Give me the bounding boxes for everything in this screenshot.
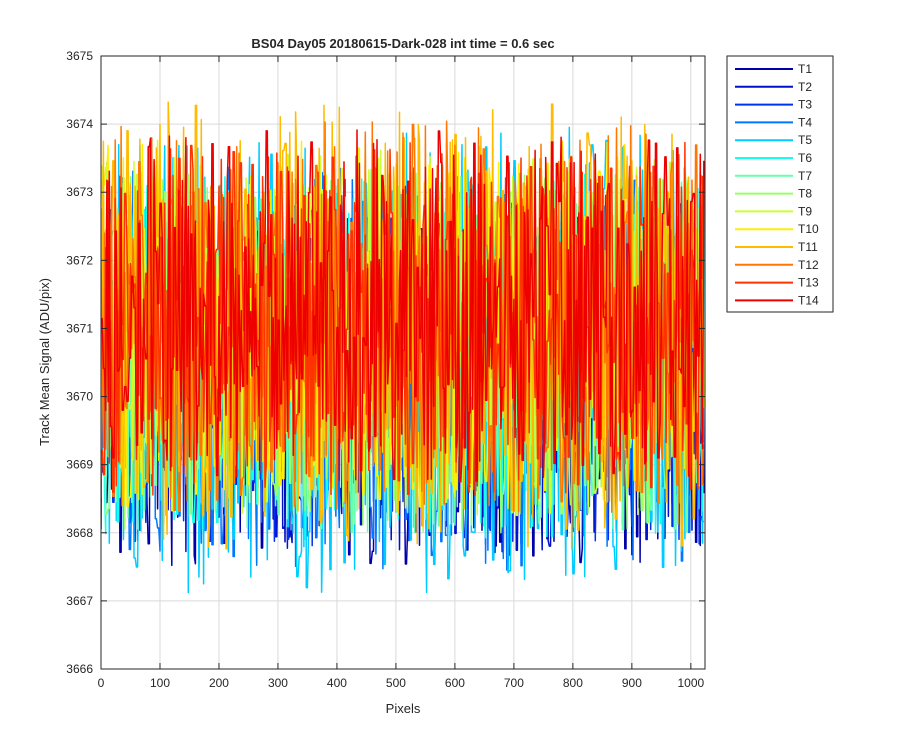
y-tick-label: 3673 — [66, 185, 93, 199]
legend-label: T1 — [798, 62, 812, 76]
legend-label: T3 — [798, 98, 812, 112]
x-tick-label: 200 — [209, 676, 229, 690]
legend-label: T7 — [798, 169, 812, 183]
y-tick-label: 3668 — [66, 526, 93, 540]
legend-label: T8 — [798, 187, 812, 201]
x-tick-label: 800 — [563, 676, 583, 690]
legend-label: T2 — [798, 80, 812, 94]
x-tick-label: 0 — [98, 676, 105, 690]
x-axis-label: Pixels — [386, 701, 421, 716]
y-tick-label: 3674 — [66, 117, 93, 131]
chart-title: BS04 Day05 20180615-Dark-028 int time = … — [251, 36, 554, 51]
y-tick-label: 3670 — [66, 390, 93, 404]
series-lines — [101, 101, 705, 594]
legend-label: T12 — [798, 258, 819, 272]
x-tick-label: 600 — [445, 676, 465, 690]
legend-label: T6 — [798, 151, 812, 165]
y-tick-label: 3675 — [66, 49, 93, 63]
legend-label: T14 — [798, 293, 819, 307]
y-tick-label: 3671 — [66, 321, 93, 335]
x-tick-label: 700 — [504, 676, 524, 690]
x-tick-label: 300 — [268, 676, 288, 690]
axis-ticks: 0 100 200 300 400 500 600 700 800 900 1000 3666 3667… — [66, 49, 705, 690]
legend-label: T9 — [798, 204, 812, 218]
y-tick-label: 3669 — [66, 458, 93, 472]
y-tick-label: 3666 — [66, 662, 93, 676]
x-tick-label: 400 — [327, 676, 347, 690]
y-tick-label: 3667 — [66, 594, 93, 608]
legend-label: T4 — [798, 115, 812, 129]
x-tick-label: 100 — [150, 676, 170, 690]
legend-label: T11 — [798, 240, 818, 254]
series-line-t14 — [101, 129, 705, 483]
legend: T1 T2 T3 T4 T5 T6 T7 T8 T9 T10 T11 T12 T13 T14 — [726, 55, 834, 313]
legend-box — [726, 55, 834, 313]
y-tick-label: 3672 — [66, 253, 93, 267]
legend-label: T5 — [798, 133, 812, 147]
plot-frame — [100, 55, 706, 670]
x-tick-label: 1000 — [677, 676, 704, 690]
legend-label: T10 — [798, 222, 819, 236]
x-tick-label: 500 — [386, 676, 406, 690]
legend-label: T13 — [798, 276, 819, 290]
x-tick-label: 900 — [622, 676, 642, 690]
y-axis-label: Track Mean Signal (ADU/pix) — [37, 278, 52, 446]
